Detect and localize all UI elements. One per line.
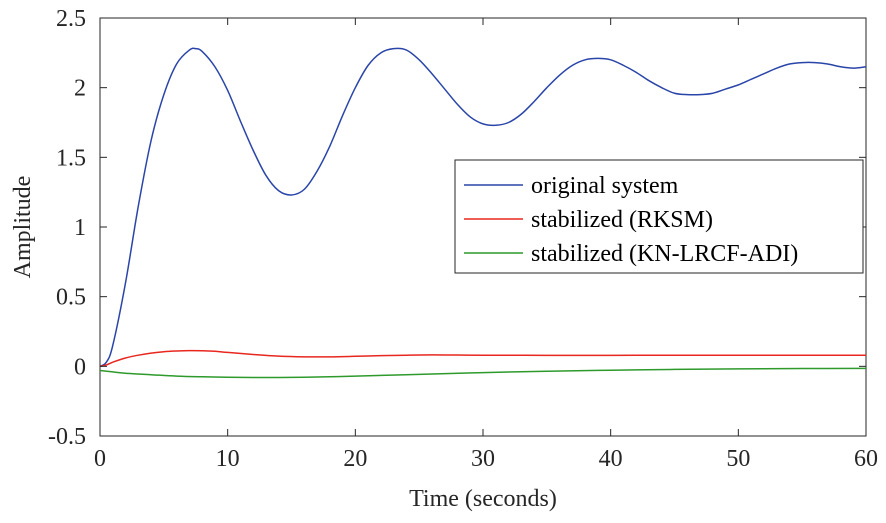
y-tick-label: 2 bbox=[74, 76, 86, 102]
x-tick-label: 50 bbox=[726, 446, 750, 472]
legend-label-original-system: original system bbox=[531, 173, 679, 199]
x-tick-label: 20 bbox=[343, 446, 367, 472]
x-tick-label: 40 bbox=[599, 446, 623, 472]
y-tick-label: -0.5 bbox=[48, 424, 86, 450]
series-layer bbox=[100, 47, 866, 379]
x-tick-label: 30 bbox=[471, 446, 495, 472]
x-tick-label: 0 bbox=[94, 446, 106, 472]
x-axis-label: Time (seconds) bbox=[409, 486, 557, 512]
legend: original system stabilized (RKSM) stabil… bbox=[454, 159, 864, 274]
x-tick-label: 60 bbox=[854, 446, 878, 472]
legend-label-stabilized-rksm: stabilized (RKSM) bbox=[531, 207, 713, 233]
legend-box bbox=[454, 159, 864, 274]
series-line-stabilized-rksm bbox=[100, 349, 866, 368]
y-tick-label: 0 bbox=[74, 354, 86, 380]
ticks-layer bbox=[99, 17, 867, 437]
y-tick-label: 0.5 bbox=[56, 285, 86, 311]
y-tick-label: 1 bbox=[74, 215, 86, 241]
y-tick-label: 2.5 bbox=[56, 6, 86, 32]
series-line-stabilized-kn-lrcf-adi bbox=[100, 367, 866, 379]
y-axis-label: Amplitude bbox=[10, 176, 36, 279]
legend-label-stabilized-kn-lrcf-adi: stabilized (KN-LRCF-ADI) bbox=[531, 241, 798, 267]
series-line-original-system bbox=[100, 47, 866, 368]
x-tick-label: 10 bbox=[216, 446, 240, 472]
tick-labels-layer: 0 10 20 30 40 50 60 -0.5 0 0.5 1 1.5 2 2.5 bbox=[48, 6, 878, 472]
y-tick-label: 1.5 bbox=[56, 145, 86, 171]
